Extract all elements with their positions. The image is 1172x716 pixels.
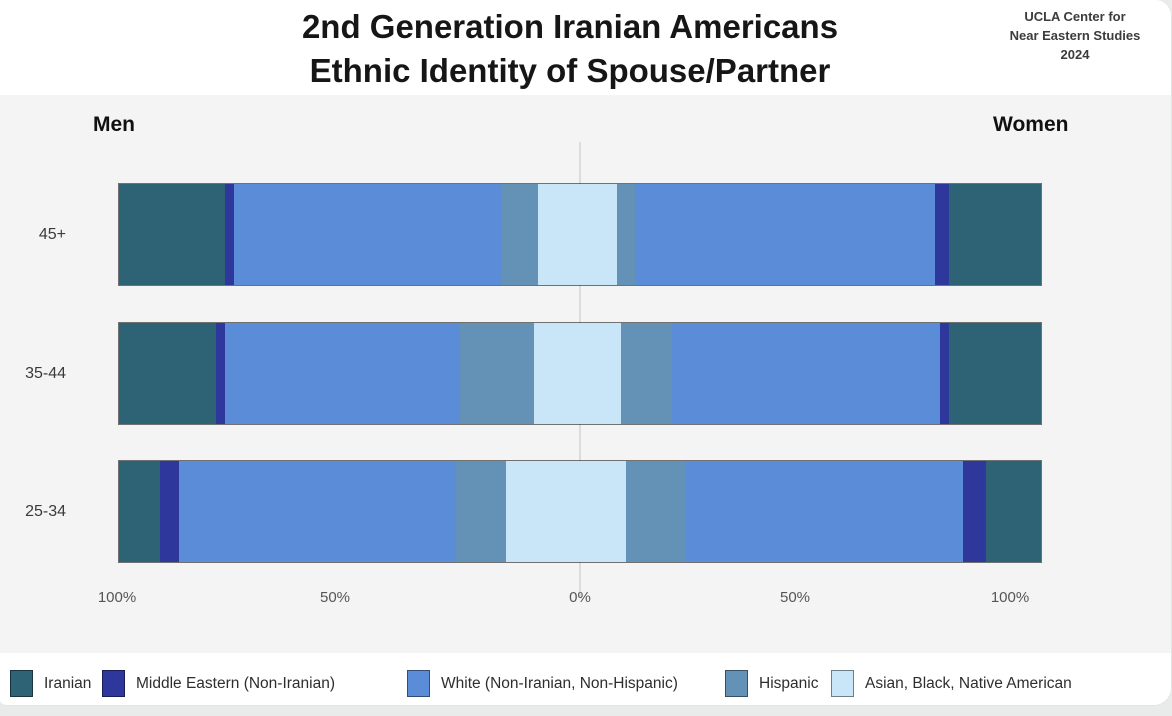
bar-segment-men-middle_eastern	[160, 461, 179, 562]
bar-segment-women-hispanic	[626, 461, 687, 562]
source-credit-line2: Near Eastern Studies	[1009, 28, 1141, 43]
legend-item-middle_eastern: Middle Eastern (Non-Iranian)	[102, 670, 335, 697]
page-title-line1: 2nd Generation Iranian Americans	[301, 8, 839, 45]
bar-segment-women-hispanic	[616, 184, 636, 285]
page-title-line2: Ethnic Identity of Spouse/Partner	[309, 52, 831, 89]
page-title: 2nd Generation Iranian Americans Ethnic …	[0, 5, 1140, 93]
legend-label: White (Non-Iranian, Non-Hispanic)	[441, 674, 678, 692]
bar-segment-women-white	[635, 184, 935, 285]
legend-swatch-iranian	[10, 670, 33, 697]
bar-segment-women-middle_eastern	[962, 461, 986, 562]
legend-item-white: White (Non-Iranian, Non-Hispanic)	[407, 670, 678, 697]
bar-segment-women-hispanic	[621, 323, 673, 424]
legend-label: Asian, Black, Native American	[865, 674, 1072, 692]
bar-segment-women-middle_eastern	[934, 184, 949, 285]
bar-segment-men-iranian	[119, 184, 226, 285]
legend-label: Hispanic	[759, 674, 819, 692]
x-axis-tick: 50%	[319, 589, 351, 606]
bar-row-35-44	[118, 322, 1042, 425]
bar-segment-women-middle_eastern	[939, 323, 949, 424]
bar-segment-women-asian_black_native	[580, 323, 622, 424]
legend-swatch-asian_black_native	[831, 670, 854, 697]
legend-swatch-hispanic	[725, 670, 748, 697]
men-group-label: Men	[93, 113, 135, 136]
bar-segment-men-hispanic	[501, 184, 539, 285]
legend-item-iranian: Iranian	[10, 670, 91, 697]
bar-segment-men-asian_black_native	[538, 184, 580, 285]
legend-label: Middle Eastern (Non-Iranian)	[136, 674, 336, 692]
legend-swatch-white	[407, 670, 430, 697]
bar-segment-men-asian_black_native	[506, 461, 580, 562]
legend: Iranian Middle Eastern (Non-Iranian) White…	[0, 668, 1171, 704]
source-credit: UCLA Center for Near Eastern Studies 202…	[985, 7, 1165, 64]
bar-segment-men-white	[234, 184, 502, 285]
bar-row-45-	[118, 183, 1042, 286]
bar-segment-men-asian_black_native	[533, 323, 580, 424]
women-half-bar	[580, 184, 1041, 285]
source-credit-line1: UCLA Center for	[1024, 9, 1126, 24]
bar-segment-men-white	[225, 323, 461, 424]
bar-segment-men-white	[178, 461, 456, 562]
legend-swatch-middle_eastern	[102, 670, 125, 697]
bar-segment-men-hispanic	[455, 461, 507, 562]
bar-segment-women-iranian	[948, 184, 1041, 285]
bar-segment-women-asian_black_native	[580, 184, 617, 285]
bar-segment-women-iranian	[985, 461, 1041, 562]
bar-segment-men-hispanic	[460, 323, 534, 424]
source-credit-line3: 2024	[1060, 47, 1090, 62]
men-half-bar	[119, 323, 580, 424]
age-axis-label: 45+	[38, 225, 66, 243]
bar-segment-men-middle_eastern	[215, 323, 226, 424]
bar-segment-women-asian_black_native	[580, 461, 627, 562]
bar-segment-women-iranian	[948, 323, 1041, 424]
x-axis-tick: 100%	[97, 589, 137, 606]
bar-segment-men-middle_eastern	[225, 184, 235, 285]
bar-row-25-34	[118, 460, 1042, 563]
men-half-bar	[119, 184, 580, 285]
x-axis-tick: 0%	[569, 589, 591, 606]
women-group-label: Women	[993, 113, 1069, 136]
x-axis-tick: 100%	[990, 589, 1030, 606]
women-half-bar	[580, 323, 1041, 424]
legend-label: Iranian	[44, 674, 92, 692]
women-half-bar	[580, 461, 1041, 562]
bar-segment-men-iranian	[119, 323, 216, 424]
legend-item-asian_black_native: Asian, Black, Native American	[831, 670, 1072, 697]
men-half-bar	[119, 461, 580, 562]
bar-segment-women-white	[672, 323, 940, 424]
bar-segment-men-iranian	[119, 461, 161, 562]
age-axis-label: 25-34	[25, 502, 66, 520]
bar-segment-women-white	[686, 461, 963, 562]
legend-item-hispanic: Hispanic	[725, 670, 818, 697]
age-axis-label: 35-44	[25, 364, 66, 382]
x-axis-tick: 50%	[779, 589, 811, 606]
